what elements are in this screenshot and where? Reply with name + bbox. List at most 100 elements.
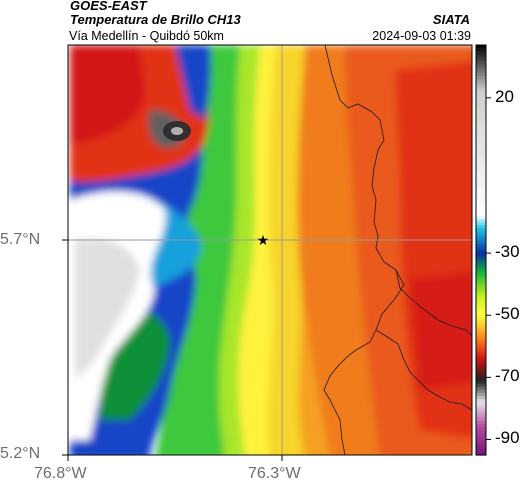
colorbar-band (476, 287, 486, 291)
colorbar-tick-label: -50 (495, 304, 520, 324)
colorbar-band (476, 427, 486, 431)
colorbar-band (476, 318, 486, 323)
colorbar-band (476, 321, 486, 326)
colorbar-band (476, 343, 486, 347)
colorbar-band (476, 72, 486, 77)
colorbar-band (476, 330, 486, 335)
colorbar-band (476, 82, 486, 86)
colorbar-band (476, 439, 486, 444)
colorbar-band (476, 128, 486, 133)
colorbar-band (476, 364, 486, 369)
colorbar-band (476, 423, 486, 428)
colorbar-band (476, 178, 486, 183)
colorbar-band (476, 451, 486, 456)
colorbar-band (476, 253, 486, 257)
colorbar-band (476, 91, 486, 96)
colorbar-band (476, 395, 486, 400)
colorbar-band (476, 374, 486, 378)
colorbar-band (476, 371, 486, 375)
satellite-title: GOES-EAST (70, 0, 147, 13)
colorbar-band (476, 48, 486, 52)
colorbar-band (476, 69, 486, 74)
colorbar-tick-label: -90 (495, 428, 520, 448)
border-line-south (323, 269, 405, 455)
colorbar-band (476, 312, 486, 316)
colorbar-band (476, 203, 486, 208)
colorbar-band (476, 85, 486, 90)
colorbar-band (476, 346, 486, 350)
colorbar-band (476, 76, 486, 80)
colorbar-band (476, 156, 486, 161)
colorbar-band (476, 340, 486, 344)
colorbar-band (476, 169, 486, 173)
colorbar-band (476, 336, 486, 341)
colorbar-band (476, 358, 486, 363)
colorbar-band (476, 399, 486, 403)
route-subtitle: Vía Medellín - Quibdó 50km (69, 29, 224, 43)
colorbar-band (476, 45, 486, 49)
brightness-temperature-field (68, 45, 472, 455)
border-line-east (375, 329, 472, 411)
colorbar-band (476, 231, 486, 236)
colorbar-band (476, 144, 486, 149)
colorbar-band (476, 197, 486, 201)
colorbar-band (476, 153, 486, 158)
colorbar-band (476, 234, 486, 239)
colorbar-band (476, 175, 486, 180)
colorbar-band (476, 433, 486, 437)
colorbar (475, 44, 491, 456)
colorbar-band (476, 206, 486, 211)
colorbar-band (476, 240, 486, 245)
colorbar-band (476, 436, 486, 441)
colorbar-band (476, 305, 486, 310)
border-line (324, 45, 472, 337)
colorbar-band (476, 194, 486, 198)
colorbar-band (476, 150, 486, 155)
colorbar-band (476, 265, 486, 270)
colorbar-band (476, 402, 486, 406)
colorbar-band (476, 212, 486, 217)
product-title: Temperatura de Brillo CH13 (70, 12, 241, 27)
colorbar-band (476, 113, 486, 118)
colorbar-band (476, 246, 486, 251)
colorbar-band (476, 309, 486, 313)
colorbar-band (476, 281, 486, 285)
colorbar-band (476, 225, 486, 229)
colorbar-band (476, 66, 486, 71)
colorbar-band (476, 284, 486, 288)
colorbar-band (476, 352, 486, 357)
colorbar-tick-label: 20 (495, 86, 514, 106)
colorbar-band (476, 97, 486, 102)
colorbar-band (476, 141, 486, 145)
colorbar-band (476, 57, 486, 62)
colorbar-band (476, 54, 486, 59)
colorbar-band (476, 187, 486, 192)
colorbar-band (476, 218, 486, 223)
colorbar-band (476, 163, 486, 167)
colorbar-band (476, 237, 486, 242)
colorbar-band (476, 228, 486, 232)
colorbar-band (476, 51, 486, 55)
colorbar-band (476, 271, 486, 276)
colorbar-band (476, 333, 486, 338)
lon-label-76.3: 76.3°W (248, 465, 301, 482)
colorbar-band (476, 107, 486, 111)
colorbar-band (476, 368, 486, 372)
colorbar-band (476, 430, 486, 434)
colorbar-band (476, 63, 486, 68)
colorbar-band (476, 116, 486, 121)
colorbar-band (476, 215, 486, 220)
colorbar-band (476, 274, 486, 279)
colorbar-band (476, 138, 486, 142)
colorbar-band (476, 448, 486, 453)
colorbar-band (476, 299, 486, 304)
colorbar-band (476, 131, 486, 136)
colorbar-band (476, 386, 486, 391)
colorbar-band (476, 417, 486, 422)
colorbar-band (476, 445, 486, 450)
lat-label-5.7: 5.7°N (0, 231, 41, 248)
colorbar-band (476, 361, 486, 366)
colorbar-band (476, 380, 486, 385)
colorbar-band (476, 159, 486, 164)
